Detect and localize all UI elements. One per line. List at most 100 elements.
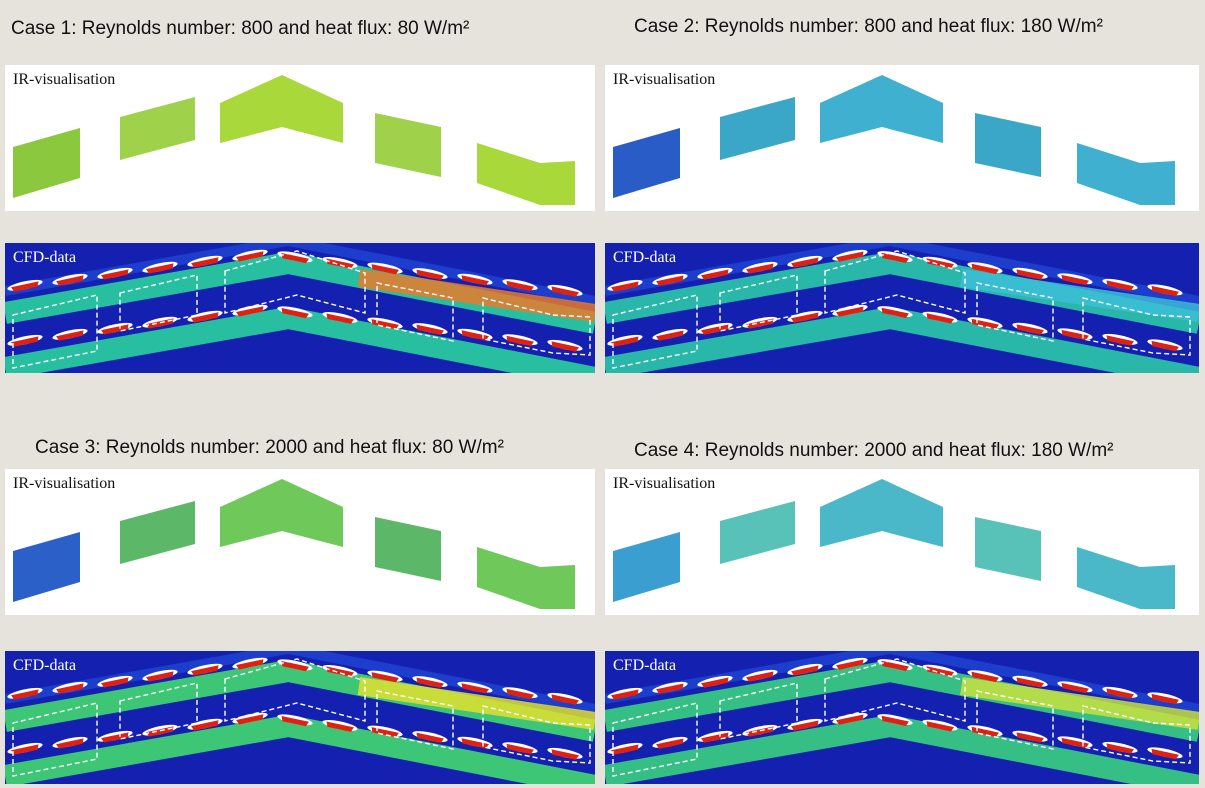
fin <box>367 725 403 738</box>
fin <box>277 714 313 727</box>
fin <box>607 279 643 292</box>
fin <box>97 730 133 743</box>
fin <box>967 317 1003 330</box>
fin <box>187 663 223 676</box>
fin <box>1012 730 1048 743</box>
fin <box>922 719 958 732</box>
measurement-box-outline <box>376 282 454 342</box>
fin <box>7 334 43 347</box>
measurement-box-outline <box>719 682 798 740</box>
fin <box>367 317 403 330</box>
flow-band <box>5 651 595 714</box>
fin <box>322 720 358 732</box>
measurement-box-outline <box>376 690 454 750</box>
ir-strip <box>13 532 80 602</box>
case-3-ir-panel: IR-visualisation <box>5 469 595 615</box>
fin <box>697 267 733 280</box>
measurement-box-outline <box>612 702 698 777</box>
case-1-ir-label: IR-visualisation <box>13 71 116 88</box>
fin <box>967 262 1003 275</box>
case-2-ir-image <box>613 75 1175 205</box>
measurement-box-outline <box>482 705 591 764</box>
ir-strip <box>613 532 680 602</box>
case-2-ir-panel: IR-visualisation <box>605 65 1199 211</box>
ir-strip <box>13 128 80 198</box>
ir-strip <box>975 517 1041 581</box>
fin <box>52 328 88 341</box>
fin <box>967 670 1003 683</box>
case-4-ir-image <box>613 479 1175 609</box>
flow-band <box>605 714 1199 784</box>
fin <box>457 328 493 341</box>
fin <box>1012 675 1048 688</box>
case-2-cfd-image <box>605 243 1199 373</box>
fin <box>697 730 733 743</box>
fin <box>1057 328 1093 341</box>
fin <box>832 304 868 317</box>
fin <box>52 681 88 694</box>
ir-strip <box>375 517 441 581</box>
measurement-box-outline <box>612 294 698 369</box>
fin <box>187 718 223 731</box>
fin <box>412 323 448 335</box>
ir-strip <box>613 128 680 198</box>
fin <box>877 251 913 264</box>
fin <box>547 692 583 705</box>
fin <box>502 334 538 347</box>
fin <box>97 322 133 335</box>
fin <box>607 687 643 700</box>
fin <box>412 268 448 280</box>
fin <box>1147 747 1183 760</box>
fin <box>367 262 403 275</box>
ir-strip <box>820 75 943 143</box>
fin <box>502 742 538 755</box>
measurement-box-outline <box>482 297 591 356</box>
fin <box>232 304 268 317</box>
case-4-title: Case 4: Reynolds number: 2000 and heat f… <box>634 440 1114 461</box>
case-4-cfd-label: CFD-data <box>613 657 677 674</box>
flow-band <box>5 306 595 373</box>
fin <box>697 675 733 688</box>
measurement-box-outline <box>1082 705 1191 764</box>
case-2-title: Case 2: Reynolds number: 800 and heat fl… <box>634 16 1103 37</box>
case-4-cfd-panel: CFD-data <box>605 651 1199 784</box>
fin <box>1012 322 1048 335</box>
fin <box>1057 681 1093 694</box>
ir-strip <box>1077 143 1175 205</box>
ir-strip <box>477 143 575 205</box>
hot-band <box>960 677 1199 730</box>
fin <box>1057 273 1093 286</box>
fin <box>922 311 958 324</box>
fin <box>142 669 178 682</box>
fin <box>607 334 643 347</box>
hot-band <box>357 677 595 730</box>
fin <box>787 718 823 731</box>
fin <box>1102 741 1138 754</box>
fin <box>547 339 583 352</box>
case-2-ir-label: IR-visualisation <box>613 71 716 88</box>
ir-strip <box>120 97 195 160</box>
fin <box>832 657 868 670</box>
fin <box>457 681 493 694</box>
fin <box>277 251 313 264</box>
fin <box>412 676 448 688</box>
fin <box>232 249 268 262</box>
fin <box>787 663 823 676</box>
fin <box>1147 692 1183 705</box>
hot-band <box>960 269 1199 322</box>
flow-band <box>5 243 595 306</box>
fin <box>187 310 223 323</box>
fin <box>877 306 913 319</box>
measurement-box-outline <box>224 658 366 722</box>
fin <box>742 261 778 274</box>
fin <box>1102 333 1138 346</box>
ir-strip <box>975 113 1041 177</box>
case-3-ir-label: IR-visualisation <box>13 475 116 492</box>
ir-strip <box>720 501 795 564</box>
fin <box>52 736 88 749</box>
case-2-cfd-panel: CFD-data <box>605 243 1199 373</box>
case-3-title: Case 3: Reynolds number: 2000 and heat f… <box>35 437 504 458</box>
case-3-cfd-panel: CFD-data <box>5 651 595 784</box>
measurement-box-outline <box>12 294 98 369</box>
hot-band <box>357 269 595 322</box>
